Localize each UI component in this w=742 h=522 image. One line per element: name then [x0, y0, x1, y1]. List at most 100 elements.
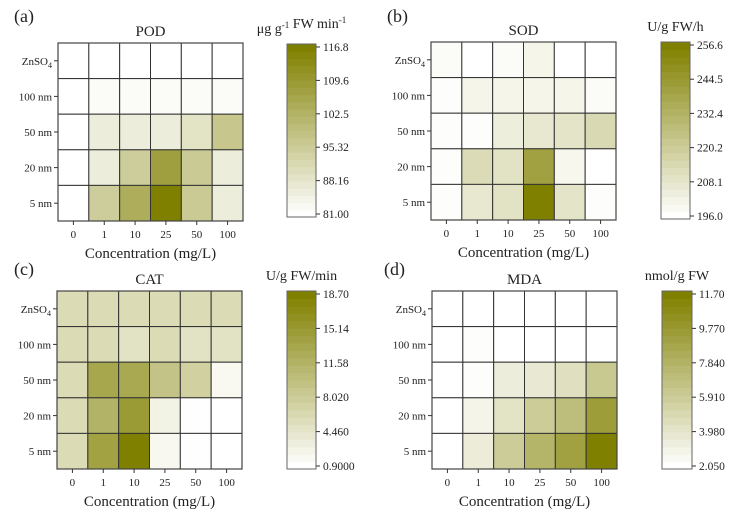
x-tick-label: 1 [102, 229, 108, 241]
colorbar-tick-label: 81.00 [323, 209, 349, 221]
x-tick-label: 0 [71, 229, 77, 241]
x-tick-label: 0 [445, 477, 451, 489]
heatmap-cell [57, 184, 90, 222]
colorbar-step [287, 159, 316, 168]
heatmap-cell [119, 42, 151, 80]
heatmap-cell [180, 78, 213, 115]
heatmap-cell [118, 432, 150, 470]
heatmap-cell [492, 183, 525, 221]
heatmap-cell [493, 290, 526, 328]
colorbar-step [661, 145, 690, 154]
y-tick-label: ZnSO4 [395, 55, 425, 69]
heatmap-cell [493, 361, 526, 399]
colorbar-step [287, 372, 316, 381]
colorbar-step [287, 173, 316, 182]
x-tick-label: 50 [191, 229, 203, 241]
heatmap-cell [430, 41, 463, 79]
colorbar-step [661, 71, 690, 80]
x-tick-label: 50 [190, 477, 202, 489]
heatmap-cell [523, 41, 555, 79]
colorbar-step [662, 446, 692, 455]
heatmap-cell [179, 432, 212, 470]
colorbar-step [661, 123, 690, 132]
colorbar-step [661, 64, 690, 73]
colorbar-step [662, 357, 692, 366]
chart-title: CAT [135, 272, 163, 288]
colorbar-step [662, 305, 692, 314]
colorbar-step [661, 196, 690, 205]
heatmap-cell [57, 42, 90, 80]
panel-label: (b) [387, 6, 408, 27]
heatmap-cell [88, 184, 121, 222]
colorbar-step [287, 328, 316, 337]
colorbar-step [662, 387, 692, 396]
x-tick-label: 50 [564, 228, 576, 240]
colorbar-tick-label: 208.1 [697, 177, 723, 189]
heatmap-cell [584, 148, 617, 185]
heatmap-cell [180, 149, 213, 186]
colorbar-step [287, 209, 316, 218]
heatmap-cell [524, 397, 556, 434]
heatmap-cell [118, 290, 150, 328]
colorbar-step [287, 65, 316, 74]
colorbar-step [662, 335, 692, 344]
y-tick-label: 50 nm [397, 126, 425, 138]
heatmap-cell [430, 112, 463, 150]
heatmap-cell [461, 77, 494, 114]
unit-text: nmol/g FW [645, 269, 710, 284]
colorbar-tick-label: 5.910 [699, 392, 725, 404]
x-tick-label: 100 [219, 229, 236, 241]
heatmap-cell [211, 184, 244, 222]
heatmap-cell [87, 326, 120, 363]
heatmap-cell [149, 361, 181, 399]
heatmap-cell [430, 183, 463, 221]
heatmap-cell [462, 397, 495, 434]
colorbar-step [287, 431, 316, 440]
colorbar-step [287, 108, 316, 117]
colorbar-step [661, 93, 690, 102]
heatmap-cell [211, 149, 244, 186]
heatmap-cell [584, 77, 617, 114]
chart-title: POD [135, 24, 165, 40]
colorbar-step [662, 291, 692, 300]
heatmap-cell [523, 148, 555, 185]
colorbar-frame [286, 43, 317, 218]
heatmap-cells [56, 290, 243, 470]
heatmap-cell [149, 432, 181, 470]
colorbar-step [287, 180, 316, 189]
heatmap-cell [554, 361, 587, 399]
heatmap-panel-sod: (b) SOD ZnSO4 100 nm 50 nm 20 nm 5 nm 0 1 10 25 50 1… [387, 6, 723, 261]
colorbar-tick-label: 11.58 [323, 358, 349, 370]
y-tick-label: 100 nm [393, 339, 427, 351]
panel-label: (a) [14, 6, 34, 27]
heatmap-cell [179, 326, 212, 363]
colorbar-step [661, 130, 690, 139]
colorbar-step [661, 78, 690, 87]
heatmap-cell [179, 290, 212, 328]
unit-text: μg g [257, 22, 282, 37]
colorbar-step [661, 115, 690, 124]
heatmap-cell [150, 149, 182, 186]
colorbar-step [287, 116, 316, 124]
x-tick-label: 25 [160, 229, 172, 241]
heatmap-cell [119, 78, 151, 115]
colorbar-tick-label: 9.770 [699, 323, 725, 335]
colorbar-step [661, 211, 690, 220]
colorbar-step [287, 87, 316, 96]
colorbar-step [287, 152, 316, 160]
colorbar: 196.0 208.1 220.2 232.4 244.5 256.6 U/g FW/h [647, 20, 723, 223]
heatmap-cell [493, 397, 526, 434]
heatmap-cell [554, 432, 587, 470]
x-tick-label: 100 [592, 228, 609, 240]
colorbar-step [287, 58, 316, 67]
heatmap-panel-pod: (a) POD ZnSO4 100 nm 50 nm 20 nm 5 nm 0 1 10 25 50 1… [14, 6, 349, 262]
heatmap-cell [150, 113, 182, 151]
colorbar-step [287, 202, 316, 211]
heatmap-cell [210, 290, 243, 328]
heatmap-cell [431, 326, 464, 363]
colorbar-step [661, 42, 690, 50]
colorbar-step [661, 174, 690, 183]
colorbar-step [287, 51, 316, 60]
unit-text: U/g FW/h [647, 20, 703, 35]
colorbar-tick-label: 8.020 [323, 392, 349, 404]
